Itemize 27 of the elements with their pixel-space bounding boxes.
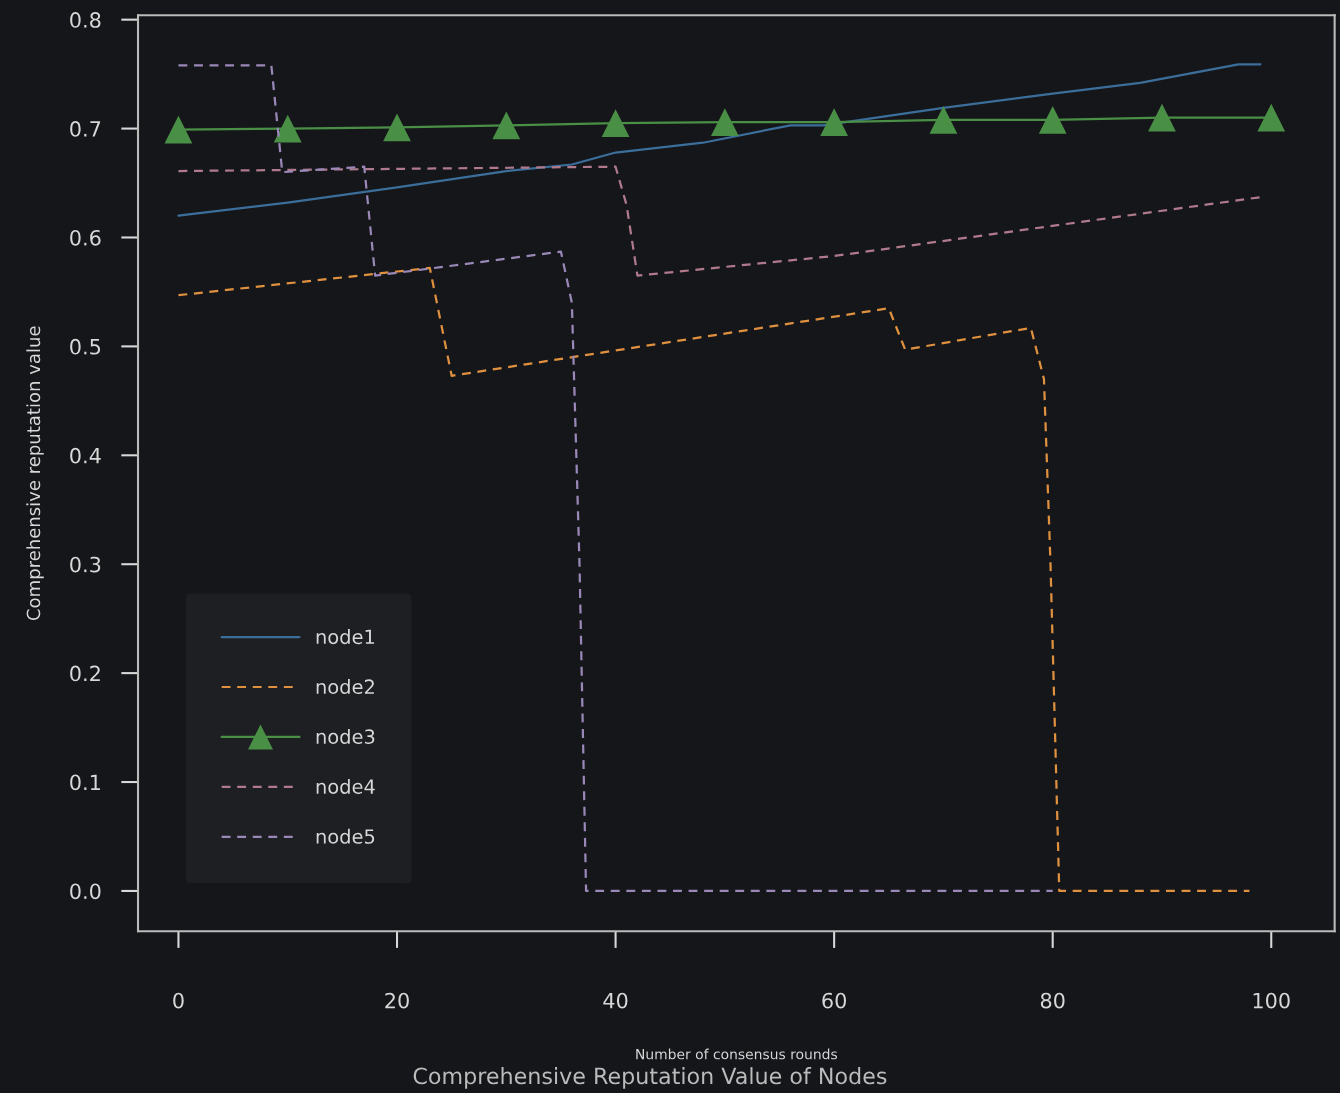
legend-label: node5 (316, 828, 375, 844)
y-tick-label: 0.2 (70, 665, 100, 682)
text: Comprehensive Reputation Value of Nodes (413, 1067, 887, 1089)
line-series (177, 64, 1054, 893)
x-tick-label: 100 (1253, 992, 1290, 1009)
legend-label: node4 (316, 778, 375, 794)
line-series (177, 63, 1262, 217)
x-tick-label: 0 (173, 992, 184, 1009)
x-tick-label: 20 (385, 992, 409, 1009)
x-tick-label: 60 (822, 992, 847, 1009)
legend-label: node2 (316, 679, 374, 695)
line-series (177, 266, 1251, 893)
y-axis-title: Comprehensive reputation value (26, 326, 44, 621)
y-tick-label: 0.7 (70, 121, 101, 137)
y-tick-label: 0.6 (70, 229, 101, 246)
y-tick-label: 0.5 (70, 338, 101, 355)
y-tick-label: 0.8 (70, 12, 101, 28)
y-tick-label: 0.1 (70, 774, 100, 791)
x-tick-label: 80 (1040, 992, 1065, 1009)
line-series (177, 165, 1262, 277)
x-axis-title: Number of consensus rounds (636, 1048, 838, 1060)
y-tick-label: 0.4 (70, 447, 101, 464)
legend-label: node1 (316, 629, 375, 645)
x-tick-label: 40 (603, 992, 628, 1009)
legend-label: node3 (316, 728, 375, 744)
y-tick-label: 0.3 (70, 556, 101, 573)
y-tick-label: 0.0 (70, 883, 101, 900)
